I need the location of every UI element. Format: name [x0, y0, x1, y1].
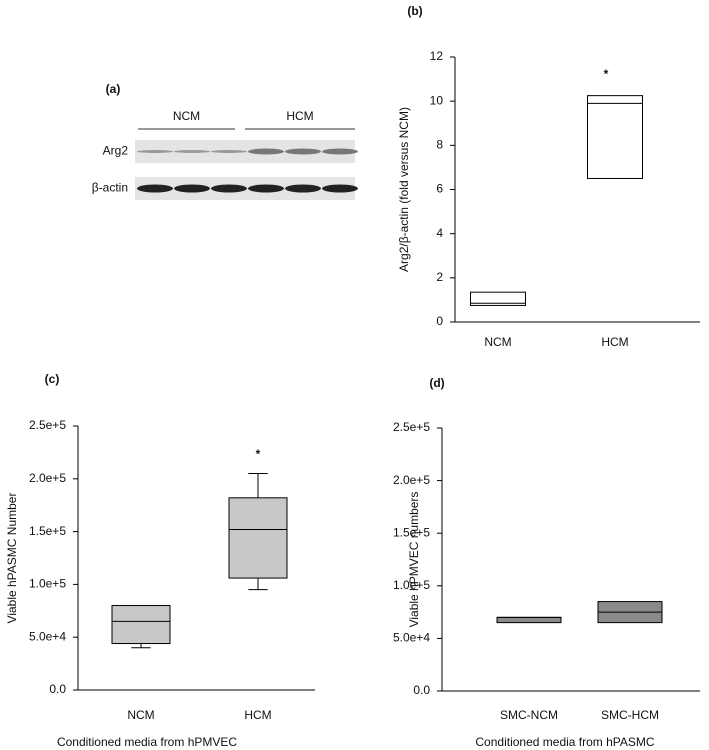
row-label: β-actin [92, 181, 128, 195]
y-tick-label: 6 [436, 182, 443, 196]
significance-marker: * [604, 67, 609, 81]
blot-band [248, 184, 284, 193]
panel-title: (a) [106, 82, 121, 96]
y-axis-label: Arg2/β-actin (fold versus NCM) [397, 107, 411, 272]
blot-band [285, 184, 321, 193]
blot-band [211, 184, 247, 193]
box [587, 95, 643, 179]
blot-band [137, 184, 173, 193]
y-tick-label: 2.5e+5 [393, 420, 430, 434]
group-label: NCM [173, 109, 200, 123]
y-tick-label: 12 [430, 49, 444, 63]
group-label: HCM [286, 109, 313, 123]
y-tick-label: 5.0e+4 [29, 629, 66, 643]
y-tick-label: 2.0e+5 [29, 471, 66, 485]
y-tick-label: 5.0e+4 [393, 631, 430, 645]
x-tick-label: HCM [244, 708, 271, 722]
panel-title: (c) [45, 372, 60, 386]
row-label: Arg2 [103, 144, 129, 158]
box [470, 291, 526, 306]
y-tick-label: 2.5e+5 [29, 418, 66, 432]
x-tick-label: NCM [127, 708, 154, 722]
x-tick-label: SMC-NCM [500, 708, 558, 722]
y-tick-label: 4 [436, 226, 443, 240]
x-tick-label: NCM [484, 335, 511, 349]
y-tick-label: 0 [436, 314, 443, 328]
blot-band [322, 184, 358, 193]
y-tick-label: 1.0e+5 [29, 577, 66, 591]
x-tick-label: SMC-HCM [601, 708, 659, 722]
significance-marker: * [256, 447, 261, 461]
x-axis-label: Conditioned media from hPASMC [475, 735, 655, 749]
panel-title: (d) [429, 376, 444, 390]
blot-band [285, 148, 321, 155]
panel-title: (b) [407, 4, 422, 18]
y-axis-label: Viable hPMVEC numbers [407, 492, 421, 628]
x-tick-label: HCM [601, 335, 628, 349]
y-tick-label: 2 [436, 270, 443, 284]
box [496, 616, 562, 624]
y-tick-label: 1.0e+5 [393, 578, 430, 592]
y-tick-label: 1.5e+5 [29, 524, 66, 538]
y-tick-label: 10 [430, 93, 444, 107]
box [111, 605, 171, 645]
blot-band [322, 148, 358, 155]
blot-band [174, 184, 210, 193]
y-axis-label: Viable hPASMC Number [5, 493, 19, 624]
y-tick-label: 0.0 [49, 682, 66, 696]
y-tick-label: 0.0 [413, 683, 430, 697]
y-tick-label: 8 [436, 138, 443, 152]
y-tick-label: 2.0e+5 [393, 473, 430, 487]
blot-band [137, 150, 173, 153]
blot-band [211, 150, 247, 153]
blot-band [174, 150, 210, 153]
box [228, 497, 288, 579]
x-axis-label: Conditioned media from hPMVEC [57, 735, 237, 749]
blot-band [248, 148, 284, 155]
y-tick-label: 1.5e+5 [393, 525, 430, 539]
